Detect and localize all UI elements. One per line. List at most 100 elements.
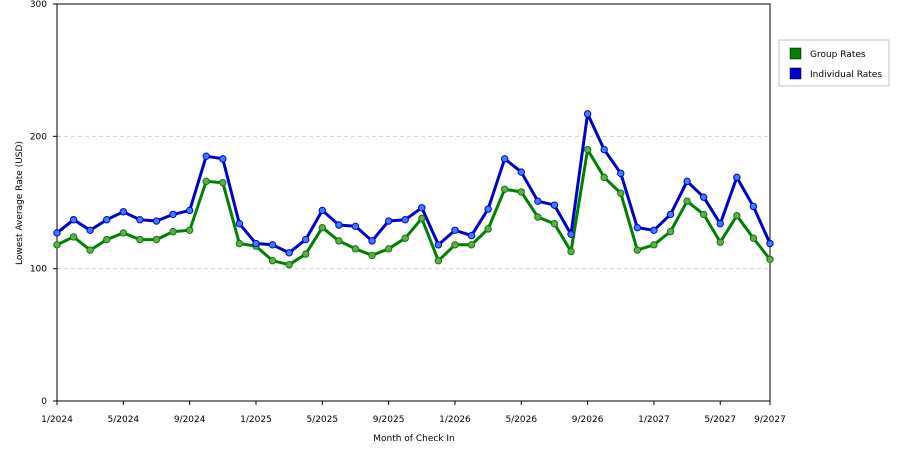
- group-rates-point: [103, 235, 111, 244]
- legend-swatch: [789, 67, 802, 80]
- legend-label: Group Rates: [810, 50, 866, 60]
- legend-swatch: [789, 47, 802, 60]
- individual-rates-point: [617, 169, 625, 178]
- group-rates-point: [666, 227, 675, 236]
- x-tick-label: 9/2027: [754, 415, 786, 425]
- individual-rates-point: [268, 241, 277, 249]
- group-rates-point: [86, 246, 94, 254]
- group-rates-point: [119, 229, 128, 237]
- individual-rates-point: [699, 193, 708, 201]
- x-tick-label: 9/2024: [174, 415, 206, 425]
- individual-rates-point: [467, 231, 476, 240]
- x-tick-label: 1/2025: [240, 415, 272, 425]
- group-rates-point: [633, 246, 642, 254]
- individual-rates-point: [119, 208, 128, 216]
- individual-rates-point: [633, 223, 642, 232]
- individual-rates-point: [185, 206, 194, 215]
- legend: Group Rates Individual Rates: [778, 39, 890, 87]
- group-rates-point: [716, 238, 724, 246]
- group-rates-point: [749, 234, 758, 242]
- group-rates-point: [583, 145, 592, 154]
- x-tick-label: 5/2024: [107, 415, 139, 425]
- y-tick-label: 300: [30, 0, 47, 10]
- x-axis-title: Month of Check In: [373, 434, 455, 444]
- individual-rates-point: [202, 152, 210, 160]
- individual-rates-point: [53, 229, 61, 237]
- group-rates-point: [418, 214, 426, 223]
- group-rates-point: [235, 239, 244, 248]
- individual-rates-point: [368, 237, 376, 245]
- individual-rates-point: [302, 235, 310, 244]
- individual-rates-point: [335, 221, 343, 229]
- individual-rates-point: [766, 239, 774, 248]
- group-rates-point: [318, 223, 327, 232]
- x-tick-label: 9/2025: [373, 415, 405, 425]
- individual-rates-point: [500, 155, 509, 163]
- group-rates-point: [500, 185, 509, 193]
- group-rates-point: [650, 241, 658, 249]
- group-rates-point: [451, 241, 459, 249]
- group-rates-point: [766, 255, 774, 264]
- group-rates-point: [53, 241, 61, 249]
- individual-rates-point: [384, 217, 393, 225]
- x-tick-label: 5/2025: [306, 415, 338, 425]
- x-tick-label: 1/2024: [41, 415, 73, 425]
- group-rates-point: [335, 237, 343, 245]
- group-rates-point: [699, 210, 708, 219]
- group-rates-point: [733, 212, 741, 220]
- individual-rates-point: [418, 204, 426, 212]
- x-tick-label: 1/2027: [638, 415, 670, 425]
- individual-rates-point: [103, 216, 111, 224]
- individual-rates-point: [666, 210, 675, 219]
- individual-rates-point: [285, 249, 293, 257]
- series-markers: [53, 110, 774, 269]
- x-tick-label: 5/2026: [505, 415, 537, 425]
- individual-rates-point: [219, 155, 227, 163]
- individual-rates-point: [235, 219, 244, 228]
- group-rates-point: [534, 213, 542, 221]
- series-line-group-rates: [56, 148, 772, 267]
- y-tick-label: 0: [41, 397, 47, 407]
- group-rates-point: [285, 260, 293, 269]
- group-rates-point: [152, 235, 161, 244]
- individual-rates-point: [716, 219, 724, 228]
- individual-rates-point: [600, 145, 608, 154]
- x-tick-label: 5/2027: [704, 415, 736, 425]
- individual-rates-point: [484, 205, 492, 213]
- individual-rates-point: [401, 216, 409, 224]
- group-rates-point: [617, 189, 625, 197]
- y-tick-label: 200: [30, 132, 47, 142]
- group-rates-point: [185, 226, 194, 234]
- series-line-individual-rates: [56, 112, 772, 255]
- group-rates-point: [600, 173, 608, 182]
- y-axis-title: Lowest Average Rate (USD): [15, 141, 25, 265]
- group-rates-point: [434, 257, 443, 265]
- legend-label: Individual Rates: [810, 70, 882, 80]
- group-rates-point: [550, 219, 559, 228]
- individual-rates-point: [567, 230, 575, 238]
- group-rates-point: [219, 178, 227, 187]
- grid: [57, 135, 770, 270]
- individual-rates-point: [583, 110, 592, 118]
- group-rates-point: [401, 234, 409, 242]
- group-rates-point: [268, 257, 277, 265]
- group-rates-point: [384, 245, 393, 253]
- individual-rates-point: [86, 226, 94, 234]
- y-axis: 0 100 200 300: [30, 0, 57, 407]
- individual-rates-point: [136, 216, 144, 224]
- group-rates-point: [683, 197, 691, 205]
- group-rates-point: [467, 241, 476, 249]
- individual-rates-point: [169, 210, 177, 219]
- x-axis: 1/2024 5/2024 9/2024 1/2025 5/2025 9/2025 1/20…: [41, 401, 786, 425]
- group-rates-point: [517, 188, 525, 196]
- individual-rates-point: [749, 202, 758, 211]
- x-tick-label: 9/2026: [572, 415, 604, 425]
- group-rates-point: [202, 177, 210, 186]
- individual-rates-point: [534, 197, 542, 205]
- group-rates-point: [169, 227, 177, 236]
- individual-rates-point: [152, 217, 161, 225]
- group-rates-point: [302, 250, 310, 258]
- individual-rates-point: [683, 177, 691, 186]
- group-rates-point: [136, 235, 144, 244]
